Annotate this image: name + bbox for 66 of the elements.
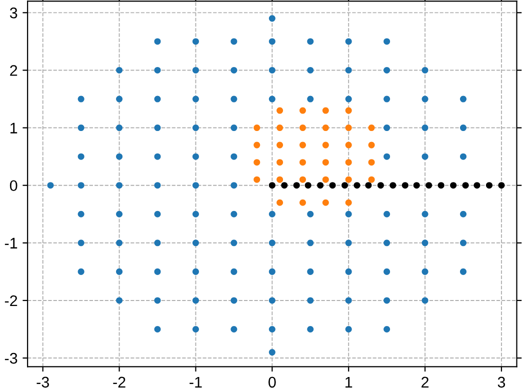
point	[450, 182, 457, 189]
point	[299, 124, 306, 132]
point	[276, 124, 284, 132]
x-tick-label: 3	[498, 376, 506, 388]
point	[299, 159, 306, 166]
x-tick-label: 2	[422, 376, 429, 388]
point	[281, 182, 288, 189]
point	[368, 176, 375, 183]
point	[426, 182, 432, 189]
point	[368, 159, 375, 166]
point	[345, 124, 352, 132]
point	[304, 182, 312, 189]
point	[322, 124, 329, 132]
point	[345, 176, 352, 183]
point	[354, 182, 360, 189]
point	[268, 182, 276, 189]
point	[322, 107, 329, 114]
point	[368, 142, 375, 148]
x-tick-label: -3	[36, 376, 49, 388]
point	[276, 199, 284, 206]
point	[345, 142, 352, 148]
point	[377, 182, 384, 189]
y-tick-label: -3	[4, 352, 18, 364]
y-tick-label: -1	[4, 238, 18, 248]
point	[322, 159, 329, 166]
x-tick-label: -1	[190, 376, 202, 388]
point	[342, 182, 348, 189]
point	[402, 182, 408, 189]
point	[462, 182, 469, 189]
x-tick-label: 0	[268, 376, 276, 388]
point	[254, 176, 260, 183]
point	[345, 107, 352, 114]
point	[322, 142, 329, 148]
point	[276, 159, 284, 166]
point	[276, 142, 284, 148]
y-tick-label: -2	[4, 295, 18, 306]
point	[276, 176, 284, 183]
y-tick-label: 0	[10, 180, 18, 192]
point	[413, 182, 420, 189]
point	[322, 199, 329, 206]
point	[365, 182, 372, 189]
point	[299, 199, 306, 206]
point	[254, 124, 260, 132]
point	[299, 142, 306, 148]
y-tick-label: 1	[10, 122, 18, 134]
point	[438, 182, 444, 189]
point	[390, 182, 396, 189]
point	[254, 159, 260, 166]
x-tick-label: -2	[113, 376, 126, 388]
y-tick-label: 3	[10, 8, 18, 18]
point	[345, 199, 352, 206]
point	[276, 107, 284, 114]
point	[486, 182, 492, 189]
point	[368, 124, 375, 132]
point	[293, 182, 300, 189]
y-tick-label: 2	[10, 65, 18, 76]
point	[299, 176, 306, 183]
point	[254, 142, 260, 148]
point	[299, 107, 306, 114]
point	[322, 176, 329, 183]
point	[329, 182, 336, 189]
point	[498, 182, 505, 189]
point	[317, 182, 324, 189]
point	[474, 182, 480, 189]
point	[345, 159, 352, 166]
x-tick-label: 1	[346, 376, 352, 388]
